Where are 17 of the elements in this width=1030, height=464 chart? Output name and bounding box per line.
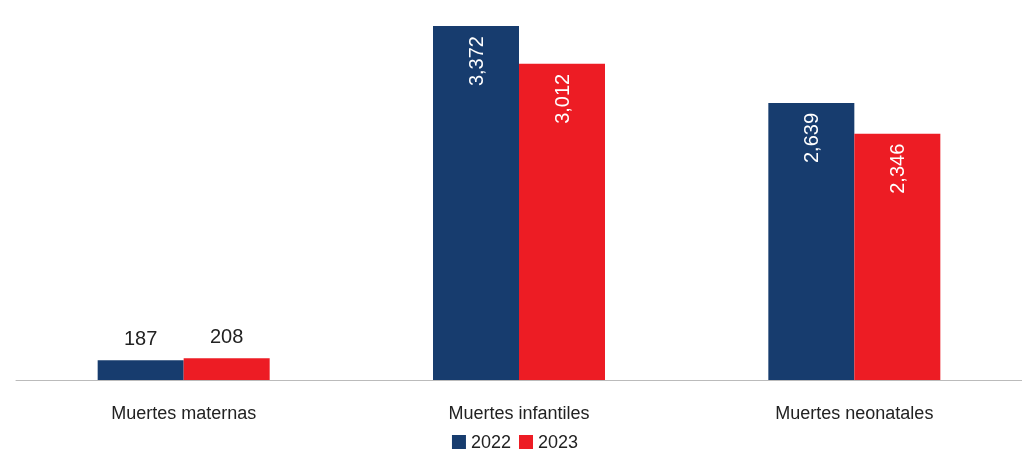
bar xyxy=(854,133,941,380)
bar xyxy=(519,63,605,380)
data-label: 3,372 xyxy=(465,36,487,87)
bar xyxy=(768,102,855,380)
data-label: 2,639 xyxy=(800,112,823,164)
bar xyxy=(97,360,184,380)
data-label: 208 xyxy=(209,325,244,348)
legend-label: 2023 xyxy=(538,432,579,452)
x-tick-label: Muertes neonatales xyxy=(775,403,934,423)
x-tick-label: Muertes infantiles xyxy=(448,403,590,423)
data-label: 2,346 xyxy=(886,143,909,194)
data-label: 3,012 xyxy=(551,73,573,124)
legend-label: 2022 xyxy=(470,432,511,452)
x-tick-label: Muertes maternas xyxy=(111,403,257,423)
data-label: 187 xyxy=(123,327,158,350)
bar xyxy=(183,358,270,380)
bar xyxy=(433,26,519,380)
